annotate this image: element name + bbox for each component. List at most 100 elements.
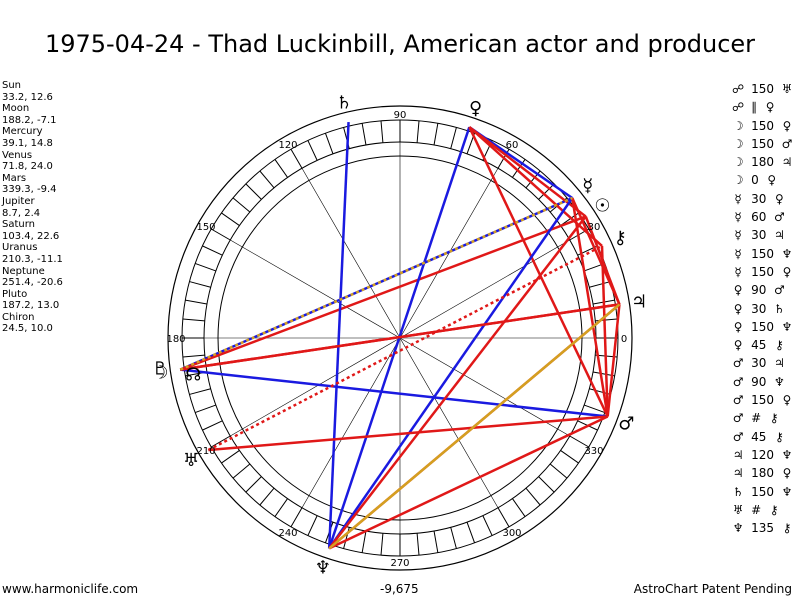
planet-coords-uranus: 210.3, -11.1 xyxy=(2,253,63,265)
aspect-planet-1: ☍ xyxy=(732,100,745,115)
degree-tick xyxy=(221,212,240,226)
aspect-row: ♃ 120 ♆ xyxy=(731,446,794,464)
jupiter-glyph: ♃ xyxy=(631,291,647,312)
aspect-angle: 45 xyxy=(751,338,767,353)
aspect-row: ♄ 150 ♆ xyxy=(731,483,794,501)
degree-tick xyxy=(259,170,275,189)
footer-website: www.harmoniclife.com xyxy=(2,582,139,596)
aspect-planet-1: ♀ xyxy=(733,301,743,316)
planet-name-moon: Moon xyxy=(2,103,30,115)
degree-tick xyxy=(202,420,223,431)
sun-glyph: ☉ xyxy=(594,195,610,216)
planet-coords-neptune: 251.4, -20.6 xyxy=(2,277,63,289)
aspect-planet-2: ⚷ xyxy=(774,429,784,444)
aspect-planet-1: ♀ xyxy=(733,338,743,353)
node-glyph: ☊ xyxy=(185,364,201,385)
aspect-row: ☽ 150 ♂ xyxy=(731,135,794,153)
aspect-row: ☿ 150 ♀ xyxy=(731,263,794,281)
aspect-angle: 90 xyxy=(751,283,767,298)
degree-tick xyxy=(549,463,568,479)
moon-glyph: ☽ xyxy=(152,363,168,384)
aspect-planet-1: ☽ xyxy=(732,155,744,170)
aspect-row: ♃ 180 ♀ xyxy=(731,464,794,482)
degree-label-60: 60 xyxy=(506,140,519,151)
aspect-line-dotted xyxy=(179,196,573,371)
aspect-planet-2: ♃ xyxy=(781,155,793,170)
aspect-row: ☍ ∥ ♀ xyxy=(731,98,794,116)
aspect-angle: 30 xyxy=(751,356,767,371)
aspect-planet-2: ♀ xyxy=(782,264,792,279)
aspect-planet-2: ♃ xyxy=(773,228,785,243)
degree-tick xyxy=(589,281,611,288)
degree-tick xyxy=(324,132,334,154)
aspect-planet-2: ♃ xyxy=(773,356,785,371)
aspect-angle: 135 xyxy=(751,521,774,536)
aspect-planet-1: ☽ xyxy=(732,173,744,188)
aspect-planet-2: ⚷ xyxy=(769,411,779,426)
aspect-row: ☽ 150 ♀ xyxy=(731,117,794,135)
aspect-planet-1: ☿ xyxy=(734,264,742,279)
chart-title: 1975-04-24 - Thad Luckinbill, American a… xyxy=(44,30,756,58)
planet-coords-sun: 33.2, 12.6 xyxy=(2,91,53,103)
degree-tick xyxy=(380,533,384,556)
aspect-row: ☿ 30 ♃ xyxy=(731,226,794,244)
degree-tick xyxy=(361,530,367,553)
aspect-row: ♀ 30 ♄ xyxy=(731,300,794,318)
mars-glyph: ♂ xyxy=(618,414,634,435)
aspect-line xyxy=(328,303,621,550)
aspect-row: ♅ # ⚷ xyxy=(731,501,794,519)
degree-tick xyxy=(512,498,526,517)
aspect-planet-1: ☍ xyxy=(732,82,745,96)
neptune-glyph: ♆ xyxy=(315,557,331,578)
aspect-planet-2: ♀ xyxy=(782,118,792,133)
aspect-planet-1: ☽ xyxy=(732,136,744,151)
aspect-planet-1: ♃ xyxy=(732,466,744,481)
degree-tick xyxy=(245,183,262,200)
degree-tick xyxy=(210,435,231,448)
degree-tick xyxy=(584,404,606,414)
degree-label-120: 120 xyxy=(278,140,297,151)
aspect-planet-2: ♀ xyxy=(774,191,784,206)
aspect-planet-2: ♆ xyxy=(773,374,785,389)
aspect-planet-1: ☿ xyxy=(734,228,742,243)
aspect-planet-2: ♀ xyxy=(782,466,792,481)
saturn-glyph: ♄ xyxy=(336,93,352,114)
degree-tick xyxy=(194,404,216,414)
degree-tick xyxy=(450,527,457,549)
spoke-line xyxy=(230,239,401,339)
degree-tick xyxy=(232,463,251,479)
degree-tick xyxy=(274,498,288,517)
planet-name-venus: Venus xyxy=(2,149,33,161)
aspect-planet-1: ♂ xyxy=(732,393,744,408)
aspect-planet-1: ☿ xyxy=(734,191,742,206)
aspect-row: ♀ 45 ⚷ xyxy=(731,336,794,354)
aspect-line xyxy=(328,197,574,550)
planet-coords-mercury: 39.1, 14.8 xyxy=(2,137,53,149)
pluto-glyph: ♇ xyxy=(152,358,168,379)
aspect-planet-1: ♆ xyxy=(732,521,744,536)
planet-coords-venus: 71.8, 24.0 xyxy=(2,161,53,173)
aspect-angle: ∥ xyxy=(751,100,758,115)
degree-tick xyxy=(416,533,420,556)
degree-tick xyxy=(189,388,211,395)
mercury-glyph: ☿ xyxy=(582,175,593,196)
degree-tick xyxy=(433,123,439,146)
degree-tick xyxy=(307,515,318,536)
aspect-planet-1: ♂ xyxy=(732,356,744,371)
aspect-planet-1: ☿ xyxy=(734,246,742,261)
aspect-angle: 150 xyxy=(751,393,774,408)
planet-coords-saturn: 103.4, 22.6 xyxy=(2,230,60,242)
aspect-angle: 30 xyxy=(751,228,767,243)
aspect-row: ☍ 150 ♅ xyxy=(731,80,794,98)
aspect-planet-1: ♂ xyxy=(732,411,744,426)
aspect-planet-1: ♀ xyxy=(733,319,743,334)
aspect-line xyxy=(180,303,620,371)
chiron-glyph: ⚷ xyxy=(614,228,627,249)
planet-name-jupiter: Jupiter xyxy=(2,195,35,207)
aspect-angle: 150 xyxy=(751,319,774,334)
aspect-line xyxy=(328,215,587,550)
planet-coords-jupiter: 8.7, 2.4 xyxy=(2,207,41,219)
aspect-line xyxy=(180,368,608,418)
aspect-row: ☿ 60 ♂ xyxy=(731,208,794,226)
